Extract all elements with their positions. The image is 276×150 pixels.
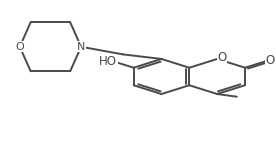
- Text: O: O: [217, 51, 227, 64]
- Text: O: O: [265, 54, 275, 67]
- Text: HO: HO: [99, 55, 117, 68]
- Text: N: N: [77, 42, 85, 52]
- Text: O: O: [15, 42, 24, 52]
